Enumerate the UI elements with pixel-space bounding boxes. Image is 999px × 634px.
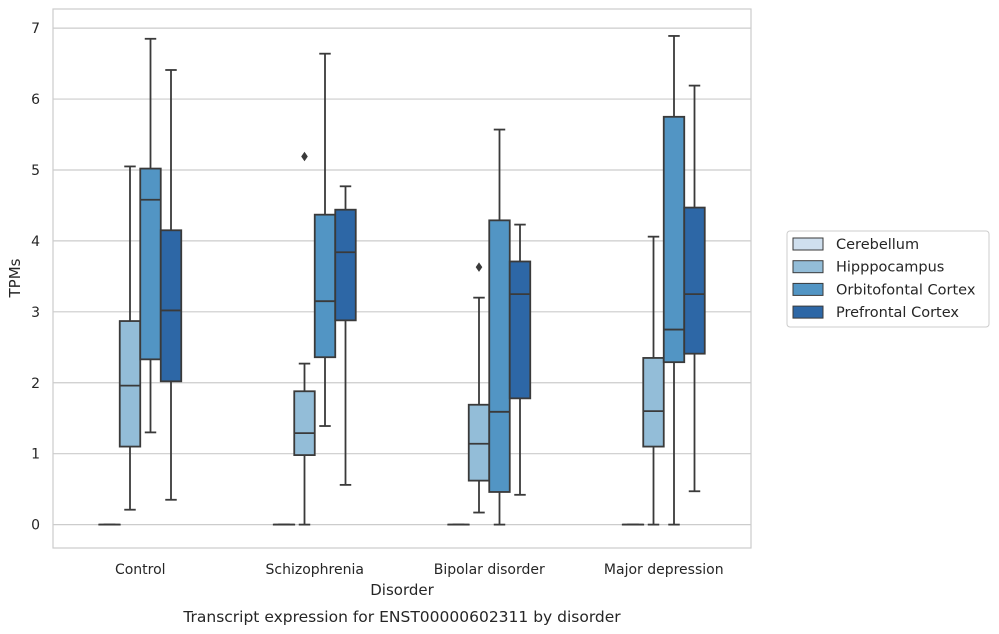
boxplot-orbitofontal-cortex (313, 52, 337, 427)
y-tick-labels: 0 1 2 3 4 5 6 7 (31, 21, 40, 533)
box (488, 219, 511, 493)
x-tick-label: Bipolar disorder (434, 562, 545, 578)
legend-label: Hipppocampus (836, 260, 944, 276)
y-tick-label: 7 (31, 21, 40, 37)
x-axis-label: Disorder (370, 581, 434, 599)
boxplot-prefrontal-cortex (159, 69, 183, 501)
legend-swatch (792, 282, 824, 296)
box (118, 320, 142, 448)
box (293, 390, 316, 456)
boxplot-hipppocampus (293, 151, 316, 526)
boxplot-orbitofontal-cortex (662, 35, 686, 526)
outlier-point (301, 151, 308, 162)
legend-frame (786, 230, 990, 328)
boxplot-orbitofontal-cortex (488, 128, 511, 526)
boxplot-hipppocampus (118, 165, 142, 511)
box (662, 115, 686, 364)
y-tick-label: 5 (31, 163, 40, 179)
y-tick-label: 2 (31, 376, 40, 392)
box (334, 208, 357, 322)
box (139, 167, 162, 361)
x-tick-label: Schizophrenia (266, 562, 364, 578)
x-tick-labels: Control Schizophrenia Bipolar disorder Majo… (115, 562, 724, 578)
boxplot-prefrontal-cortex (683, 84, 706, 493)
legend-label: Cerebellum (836, 237, 919, 253)
legend-label: Orbitofontal Cortex (836, 282, 976, 298)
y-tick-label: 0 (31, 518, 40, 534)
legend: Cerebellum Hipppocampus Orbitofontal Corte… (786, 230, 990, 328)
y-axis-label: TPMs (6, 258, 24, 298)
chart-caption: Transcript expression for ENST0000060231… (182, 608, 621, 626)
legend-label: Prefrontal Cortex (836, 305, 959, 321)
legend-swatch (792, 305, 824, 319)
boxplot-prefrontal-cortex (334, 185, 357, 486)
boxplot-hipppocampus (467, 262, 491, 514)
boxplot-prefrontal-cortex (508, 223, 532, 496)
boxplot-hipppocampus (642, 235, 665, 526)
box (683, 206, 706, 355)
y-tick-label: 1 (31, 447, 40, 463)
box (159, 229, 183, 383)
y-tick-label: 6 (31, 92, 40, 108)
x-tick-label: Control (115, 562, 166, 578)
y-tick-label: 3 (31, 305, 40, 321)
boxplot-orbitofontal-cortex (139, 37, 162, 434)
outlier-point (475, 262, 483, 272)
legend-swatch (792, 260, 824, 274)
legend-swatch (792, 237, 824, 251)
box (642, 357, 665, 448)
box (313, 213, 337, 359)
x-tick-label: Major depression (604, 562, 724, 578)
box (508, 260, 532, 400)
y-tick-label: 4 (31, 234, 40, 250)
box (467, 403, 491, 482)
boxplots (98, 35, 706, 526)
plot-area-frame (52, 8, 752, 549)
